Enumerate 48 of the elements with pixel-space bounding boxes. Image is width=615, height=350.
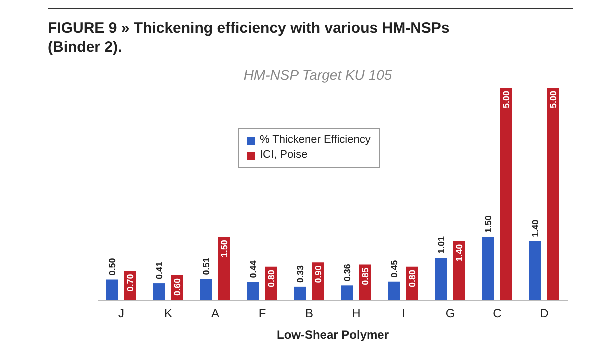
data-label: 0.41 — [154, 262, 164, 280]
bar — [547, 88, 560, 301]
data-label: 5.00 — [548, 91, 558, 109]
data-label: 0.60 — [172, 278, 182, 296]
bar — [341, 286, 354, 301]
x-tick-label: K — [164, 306, 173, 321]
x-tick-label: G — [446, 306, 456, 321]
legend-label: ICI, Poise — [260, 148, 308, 163]
x-tick-label: D — [540, 306, 550, 321]
x-tick-label: J — [118, 306, 124, 321]
bar — [453, 241, 466, 301]
data-label: 0.85 — [360, 268, 370, 286]
bar — [435, 258, 448, 301]
chart-title: FIGURE 9 » Thickening efficiency with various HM-NSPs (Binder 2). — [48, 19, 451, 57]
x-tick-label: B — [305, 306, 314, 321]
data-label: 0.33 — [295, 265, 306, 283]
data-label: 0.45 — [389, 260, 400, 278]
legend-label: % Thickener Efficiency — [260, 133, 371, 148]
x-tick-label: H — [352, 306, 361, 321]
bar — [294, 286, 306, 301]
data-label: 0.90 — [313, 266, 324, 284]
x-tick-label: I — [402, 306, 406, 321]
bar — [106, 280, 118, 301]
chart-subtitle: HM-NSP Target KU 105 — [242, 67, 394, 83]
data-label: 0.80 — [266, 270, 276, 288]
data-label: 1.50 — [219, 240, 230, 258]
data-label: 5.00 — [501, 91, 512, 109]
data-label: 0.44 — [248, 260, 258, 278]
data-label: 1.40 — [454, 244, 464, 262]
bar — [200, 279, 212, 301]
bar — [482, 237, 494, 301]
data-label: 0.51 — [201, 258, 212, 276]
data-label: 1.40 — [530, 220, 540, 238]
bar — [153, 284, 166, 301]
bar — [388, 282, 400, 301]
x-tick-label: F — [258, 306, 266, 321]
data-label: 0.80 — [407, 270, 418, 288]
data-label: 1.01 — [436, 236, 446, 254]
bar — [500, 88, 512, 301]
data-label: 0.70 — [125, 274, 136, 292]
data-label: 1.50 — [483, 216, 494, 234]
bar — [529, 241, 542, 301]
x-tick-label: A — [211, 306, 220, 321]
bar — [247, 282, 260, 301]
x-tick-label: C — [493, 306, 502, 321]
data-label: 0.36 — [342, 264, 352, 282]
bar — [218, 237, 230, 301]
data-label: 0.50 — [107, 258, 118, 276]
